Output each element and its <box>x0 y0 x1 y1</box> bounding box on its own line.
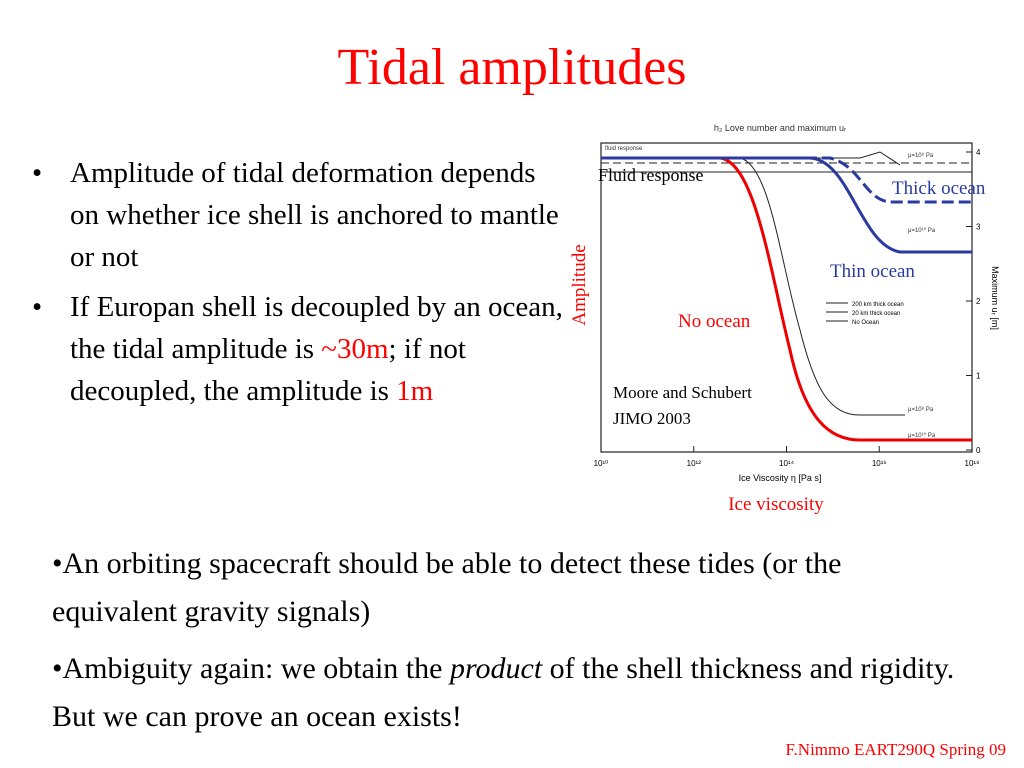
inner-label: fluid response <box>605 146 643 152</box>
y2-tick-label: 3 <box>976 223 981 232</box>
annotation: No ocean <box>678 311 751 332</box>
annotation: Fluid response <box>598 165 704 185</box>
note: •Ambiguity again: we obtain the product … <box>52 645 962 741</box>
inner-label: μ=10⁸ Pa <box>908 406 934 413</box>
legend-entry: 20 km thick ocean <box>852 311 900 317</box>
text-run: 1m <box>396 375 434 407</box>
y2-tick-label: 4 <box>976 148 981 157</box>
annotation: Thin ocean <box>830 261 915 282</box>
x-axis-label: Ice Viscosity η [Pa s] <box>739 473 822 483</box>
bullet-marker: • <box>32 291 43 323</box>
figure-title: h₂ Love number and maximum uᵣ <box>714 123 846 133</box>
x-tick-label: 10¹² <box>687 459 702 468</box>
legend-entry: 200 km thick ocean <box>852 302 904 308</box>
y2-tick-label: 0 <box>976 446 981 455</box>
legend-swatch <box>826 302 848 322</box>
inner-label: μ=10¹⁰ Pa <box>908 227 936 234</box>
y2-tick-label: 1 <box>976 372 981 381</box>
text-run: If Europan shell is decoupled by an ocea… <box>70 291 563 365</box>
text-run: •An orbiting spacecraft should be able t… <box>52 547 842 628</box>
curve <box>601 156 972 204</box>
text-run: ; if not decoupled, the amplitude is <box>70 333 466 407</box>
x-tick-label: 10¹⁰ <box>594 459 609 468</box>
bullet: If Europan shell is decoupled by an ocea… <box>70 286 570 412</box>
annotation: Thick ocean <box>892 178 986 199</box>
y2-axis-label: Maximum uᵣ [m] <box>990 266 1000 330</box>
text-run: Amplitude of tidal deformation depends o… <box>70 157 559 273</box>
curve <box>601 156 972 254</box>
footer: F.Nimmo EART290Q Spring 09 <box>785 740 1006 759</box>
legend-entry: No Ocean <box>852 320 879 326</box>
x-axis-annotation: Ice viscosity <box>728 494 824 515</box>
note: •An orbiting spacecraft should be able t… <box>52 540 962 636</box>
y2-tick-label: 2 <box>976 297 981 306</box>
text-run: of the shell thickness and rigidity. But… <box>52 652 955 733</box>
bullet: Amplitude of tidal deformation depends o… <box>70 152 570 278</box>
y-axis-annotation: Amplitude <box>570 244 590 325</box>
inner-label: μ=10⁸ Pa <box>908 152 934 159</box>
curve <box>601 157 905 416</box>
figure: h₂ Love number and maximum uᵣ fluid resp… <box>570 123 1000 515</box>
source: JIMO 2003 <box>613 409 691 428</box>
text-run: ~30m <box>321 333 389 365</box>
curve <box>601 156 972 442</box>
text-run: product <box>449 652 543 685</box>
bullet-marker: • <box>32 157 43 189</box>
x-tick-label: 10¹⁴ <box>779 459 795 468</box>
text-run: •Ambiguity again: we obtain the <box>52 652 450 685</box>
source: Moore and Schubert <box>613 383 752 402</box>
inner-label: μ=10¹⁰ Pa <box>908 432 936 439</box>
x-tick-label: 10¹⁸ <box>965 459 980 468</box>
slide-title: Tidal amplitudes <box>337 39 687 96</box>
x-tick-label: 10¹⁶ <box>872 459 887 468</box>
